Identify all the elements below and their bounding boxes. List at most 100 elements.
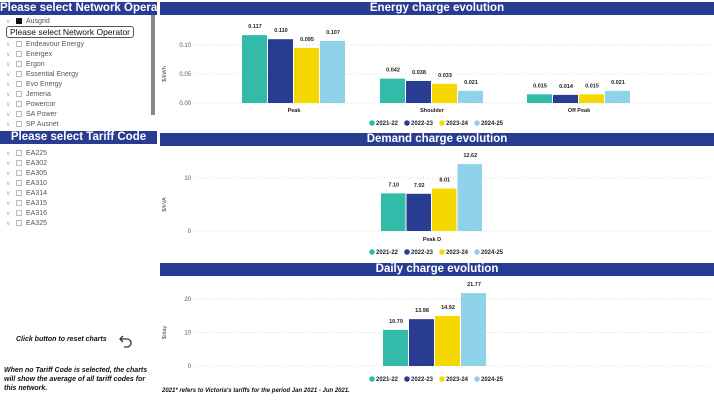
network-item[interactable]: ∨ Jemena [6, 89, 134, 99]
network-item[interactable]: ∨ Powercor [6, 99, 134, 109]
tariff-code-header: Please select Tariff Code [0, 131, 157, 144]
category-label: Off Peak [568, 108, 591, 114]
data-label: 0.033 [438, 73, 452, 79]
checkbox[interactable] [16, 101, 22, 107]
tariff-item-label: EA225 [26, 149, 48, 157]
checkbox[interactable] [16, 160, 22, 166]
checkbox[interactable] [16, 121, 22, 127]
tariff-item-label: EA325 [26, 219, 48, 227]
y-tick-label: 0 [188, 229, 192, 235]
y-tick-label: 0 [188, 364, 192, 370]
tariff-item[interactable]: ∨ EA305 [6, 168, 47, 178]
checkbox[interactable] [16, 111, 22, 117]
chevron-down-icon[interactable]: ∨ [6, 190, 11, 197]
data-label: 0.021 [464, 80, 478, 86]
checkbox[interactable] [16, 220, 22, 226]
network-item[interactable]: ∨ SP Ausnet [6, 119, 134, 129]
checkbox[interactable] [16, 41, 22, 47]
chevron-down-icon[interactable]: ∨ [6, 111, 11, 118]
data-label: 10.79 [389, 319, 403, 325]
chevron-down-icon[interactable]: ∨ [6, 61, 11, 68]
y-tick-label: 0.10 [179, 43, 191, 49]
tariff-item-label: EA310 [26, 179, 48, 187]
checkbox[interactable] [16, 18, 22, 24]
checkbox[interactable] [16, 210, 22, 216]
checkbox[interactable] [16, 200, 22, 206]
chevron-down-icon[interactable]: ∨ [6, 200, 11, 207]
chevron-down-icon[interactable]: ∨ [6, 121, 11, 128]
chevron-down-icon[interactable]: ∨ [6, 180, 11, 187]
data-label: 0.107 [326, 30, 340, 36]
chevron-down-icon[interactable]: ∨ [6, 220, 11, 227]
demand-chart: 0 10 $/kVA 7.10 7.02 8.01 12.62 Peak D 2021-22 20… [162, 153, 710, 256]
tariff-item[interactable]: ∨ EA325 [6, 218, 47, 228]
legend-entry: 2021-22 [376, 121, 399, 127]
chevron-down-icon[interactable]: ∨ [6, 51, 11, 58]
data-label: 0.021 [611, 80, 625, 86]
undo-arrow-icon[interactable] [118, 333, 134, 349]
network-item-label: Endeavour Energy [26, 40, 84, 48]
chevron-down-icon[interactable]: ∨ [6, 160, 11, 167]
daily-chart-title: Daily charge evolution [160, 263, 714, 276]
bar-2021-22 [381, 193, 406, 231]
checkbox[interactable] [16, 180, 22, 186]
network-item-label: Ergon [26, 60, 45, 68]
y-tick-label: 10 [184, 331, 191, 337]
network-item[interactable]: ∨ Ausgrid [6, 16, 134, 26]
chevron-down-icon[interactable]: ∨ [6, 81, 11, 88]
tariff-item[interactable]: ∨ EA314 [6, 188, 47, 198]
checkbox[interactable] [16, 61, 22, 67]
chevron-down-icon[interactable]: ∨ [6, 101, 11, 108]
legend-entry: 2023-24 [446, 121, 469, 127]
checkbox[interactable] [16, 51, 22, 57]
chevron-down-icon[interactable]: ∨ [6, 41, 11, 48]
tariff-item[interactable]: ∨ EA310 [6, 178, 47, 188]
y-tick-label: 20 [184, 297, 191, 303]
data-label: 0.110 [274, 28, 287, 34]
data-label: 0.038 [412, 70, 426, 76]
energy-chart-title: Energy charge evolution [160, 2, 714, 15]
network-item[interactable]: ∨ SA Power [6, 109, 134, 119]
bar-2024-25 [458, 90, 483, 103]
y-axis-label: $/kVA [162, 197, 168, 212]
chevron-down-icon[interactable]: ∨ [6, 91, 11, 98]
chevron-down-icon[interactable]: ∨ [6, 210, 11, 217]
checkbox[interactable] [16, 190, 22, 196]
checkbox[interactable] [16, 150, 22, 156]
checkbox[interactable] [16, 91, 22, 97]
bar-2023-24 [294, 47, 319, 103]
network-list-scrollbar[interactable] [151, 15, 155, 115]
legend-entry: 2022-23 [411, 121, 434, 127]
bar-2021-22 [380, 78, 405, 103]
legend-entry: 2021-22 [376, 250, 399, 256]
network-item[interactable]: ∨ Ergon [6, 59, 134, 69]
tariff-item[interactable]: ∨ EA302 [6, 158, 47, 168]
chevron-down-icon[interactable]: ∨ [6, 18, 11, 25]
tariff-item-label: EA314 [26, 189, 48, 197]
network-item[interactable]: ∨ Endeavour Energy [6, 39, 134, 49]
chevron-down-icon[interactable]: ∨ [6, 71, 11, 78]
network-item[interactable]: ∨ Essential Energy [6, 69, 134, 79]
tariff-code-list: ∨ EA225 ∨ EA302 ∨ EA305 ∨ EA310 ∨ EA314 ∨ EA315 ∨ EA3… [6, 148, 47, 228]
checkbox[interactable] [16, 71, 22, 77]
network-item[interactable]: ∨ Energex [6, 49, 134, 59]
tariff-item[interactable]: ∨ EA316 [6, 208, 47, 218]
data-label: 0.014 [559, 84, 574, 90]
chevron-down-icon[interactable]: ∨ [6, 150, 11, 157]
energy-chart: 0.00 0.05 0.10 $/kWh 0.117 0.110 0.095 0.107 Pea… [162, 24, 710, 127]
bar-2023-24 [435, 316, 460, 366]
legend-entry: 2023-24 [446, 377, 469, 383]
chevron-down-icon[interactable]: ∨ [6, 170, 11, 177]
tariff-item[interactable]: ∨ EA225 [6, 148, 47, 158]
bar-2021-22 [242, 35, 267, 103]
network-item-label: Powercor [26, 100, 56, 108]
legend-entry: 2021-22 [376, 377, 399, 383]
bar-2022-23 [268, 39, 293, 103]
network-item-label: Essential Energy [26, 70, 79, 78]
checkbox[interactable] [16, 81, 22, 87]
data-label: 7.02 [414, 183, 425, 189]
data-label: 0.095 [300, 37, 314, 43]
checkbox[interactable] [16, 170, 22, 176]
tariff-item[interactable]: ∨ EA315 [6, 198, 47, 208]
network-item[interactable]: ∨ Evo Energy [6, 79, 134, 89]
